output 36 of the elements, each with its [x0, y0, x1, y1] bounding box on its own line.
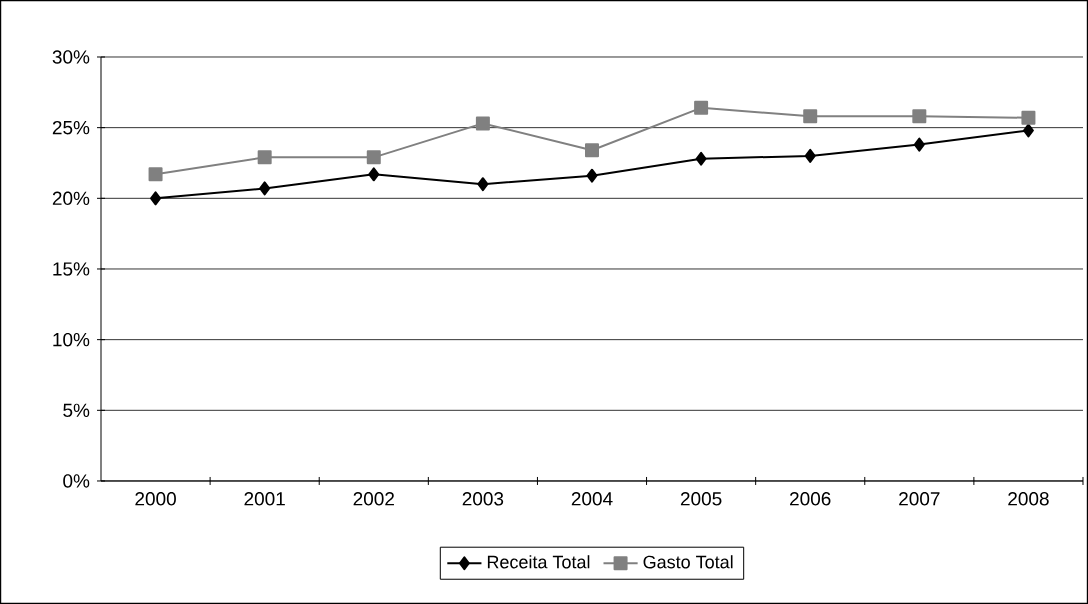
- point: [695, 151, 707, 166]
- x-tick-label: 2002: [353, 492, 394, 506]
- point: [475, 116, 490, 131]
- point: [1021, 110, 1036, 125]
- point: [368, 167, 380, 182]
- y-tick-label: 15%: [53, 262, 90, 276]
- point: [913, 137, 925, 152]
- y-tick-label: 10%: [53, 332, 90, 347]
- point: [585, 143, 599, 158]
- x-tick-label: 2007: [899, 492, 940, 506]
- point: [804, 148, 816, 163]
- x-tick-label: 2001: [244, 492, 285, 506]
- x-tick-label: 2003: [462, 492, 504, 506]
- y-tick-label: 20%: [52, 191, 90, 206]
- legend-label: Receita Total: [487, 555, 590, 569]
- legend-label: Gasto Total: [643, 555, 733, 569]
- x-tick-label: 2005: [680, 492, 722, 506]
- point: [257, 150, 272, 165]
- x-tick-label: 2004: [571, 492, 613, 506]
- x-tick-label: 2008: [1008, 492, 1049, 506]
- point: [259, 181, 271, 196]
- point: [694, 100, 709, 115]
- x-tick-label: 2000: [135, 492, 176, 506]
- y-tick-label: 30%: [52, 50, 90, 64]
- point: [912, 109, 927, 124]
- y-tick-label: 0%: [63, 474, 90, 488]
- point: [586, 168, 598, 183]
- point: [803, 109, 818, 124]
- y-tick-label: 5%: [63, 403, 90, 418]
- x-tick-label: 2006: [790, 492, 831, 506]
- point: [150, 191, 162, 206]
- point: [477, 177, 489, 192]
- point: [366, 150, 381, 165]
- y-tick-label: 25%: [52, 120, 90, 135]
- point: [1022, 123, 1034, 138]
- point: [148, 167, 163, 182]
